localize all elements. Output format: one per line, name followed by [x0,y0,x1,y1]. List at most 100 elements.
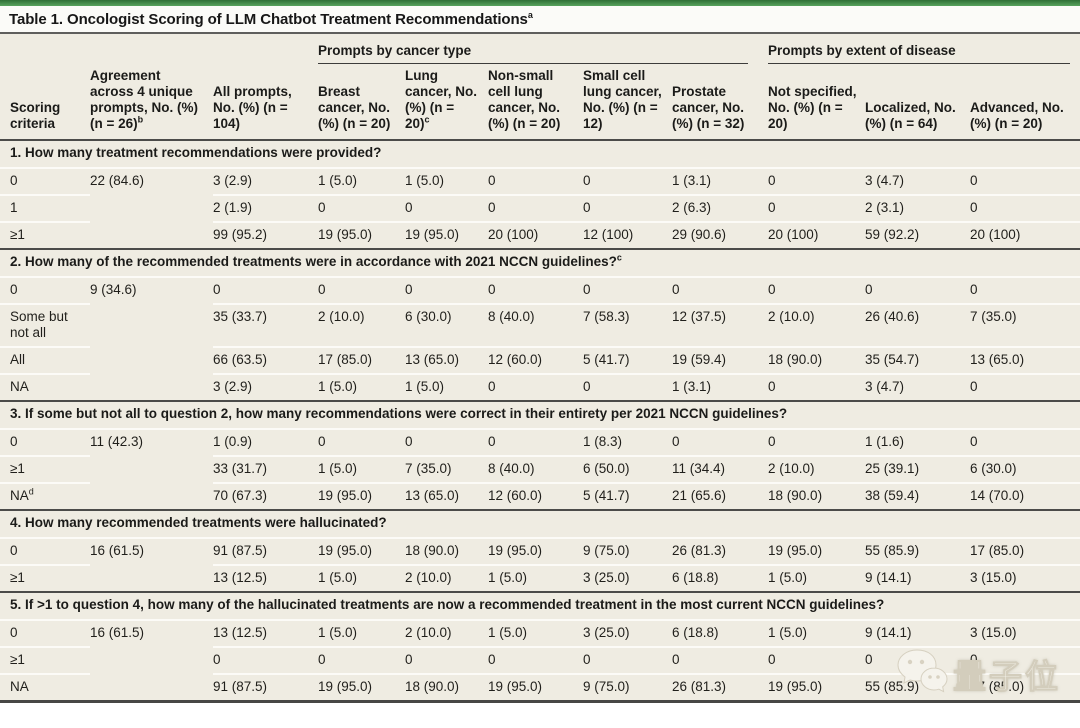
agreement-cell [90,346,213,373]
value-cell: 0 [768,194,866,221]
agreement-cell [90,673,213,700]
value-cell: 19 (95.0) [318,482,406,509]
value-cell: 0 [768,167,866,194]
row-label: All [0,346,90,373]
column-header-breast-cancer: Breast cancer, No. (%) (n = 20) [318,84,391,131]
value-cell: 3 (25.0) [583,564,673,591]
column-header-lung-cancer: Lung cancer, No. (%) (n = 20)c [405,68,478,131]
row-label: 0 [0,537,90,564]
row-label: NA [0,673,90,700]
value-cell: 20 (100) [970,221,1080,248]
value-cell: 6 (50.0) [583,455,673,482]
value-cell: 1 (5.0) [318,455,406,482]
value-cell: 0 [583,646,673,673]
value-cell: 0 [768,276,866,303]
value-cell: 0 [318,428,406,455]
value-cell: 0 [488,167,584,194]
value-cell: 17 (85.0) [970,673,1080,700]
value-cell: 7 (35.0) [970,303,1080,346]
value-cell: 9 (14.1) [865,564,971,591]
value-cell: 13 (65.0) [970,346,1080,373]
value-cell: 12 (100) [583,221,673,248]
value-cell: 0 [970,646,1080,673]
value-cell: 0 [768,428,866,455]
value-cell: 0 [672,646,769,673]
value-cell: 0 [405,276,489,303]
value-cell: 5 (41.7) [583,346,673,373]
value-cell: 20 (100) [768,221,866,248]
value-cell: 0 [318,646,406,673]
title-band: Table 1. Oncologist Scoring of LLM Chatb… [0,6,1080,34]
value-cell: 18 (90.0) [768,482,866,509]
agreement-cell: 9 (34.6) [90,276,213,303]
value-cell: 0 [865,646,971,673]
value-cell: 6 (30.0) [405,303,489,346]
value-cell: 0 [318,276,406,303]
value-cell: 1 (5.0) [318,167,406,194]
col-group-extent-of-disease: Prompts by extent of disease [768,34,1080,64]
agreement-cell [90,455,213,482]
value-cell: 26 (81.3) [672,537,769,564]
value-cell: 2 (3.1) [865,194,971,221]
table-header: Prompts by cancer type Prompts by extent… [0,34,1080,139]
table-row: All 66 (63.5) 17 (85.0) 13 (65.0) 12 (60.0) 5… [0,346,1080,373]
value-cell: 9 (75.0) [583,673,673,700]
footnote-marker-b: b [137,114,144,125]
table-row: 0 16 (61.5) 13 (12.5) 1 (5.0) 2 (10.0) 1 (5.0… [0,619,1080,646]
value-cell: 0 [488,276,584,303]
value-cell: 0 [405,428,489,455]
value-cell: 13 (65.0) [405,346,489,373]
value-cell: 1 (5.0) [405,167,489,194]
value-cell: 55 (85.9) [865,537,971,564]
table-row: NAd 70 (67.3) 19 (95.0) 13 (65.0) 12 (60.0) 5… [0,482,1080,509]
agreement-cell [90,373,213,400]
column-header-prostate-cancer: Prostate cancer, No. (%) (n = 32) [672,84,745,131]
section-question: 5. If >1 to question 4, how many of the … [0,591,1080,619]
agreement-cell [90,564,213,591]
value-cell: 9 (75.0) [583,537,673,564]
value-cell: 0 [488,428,584,455]
value-cell: 38 (59.4) [865,482,971,509]
section-question: 3. If some but not all to question 2, ho… [0,400,1080,428]
agreement-cell [90,646,213,673]
value-cell: 1 (5.0) [318,619,406,646]
value-cell: 12 (37.5) [672,303,769,346]
row-label: ≥1 [0,646,90,673]
agreement-cell: 11 (42.3) [90,428,213,455]
value-cell: 12 (60.0) [488,346,584,373]
value-cell: 13 (12.5) [213,619,319,646]
row-label: 1 [0,194,90,221]
agreement-cell: 16 (61.5) [90,537,213,564]
column-header-localized: Localized, No. (%) (n = 64) [865,100,956,131]
column-header-nsclc: Non-small cell lung cancer, No. (%) (n =… [488,68,561,131]
value-cell: 0 [583,373,673,400]
value-cell: 1 (0.9) [213,428,319,455]
value-cell: 13 (12.5) [213,564,319,591]
table-body: 1. How many treatment recommendations we… [0,139,1080,700]
value-cell: 12 (60.0) [488,482,584,509]
value-cell: 1 (5.0) [318,564,406,591]
section-question-row: 1. How many treatment recommendations we… [0,139,1080,167]
value-cell: 0 [405,646,489,673]
column-header-not-specified: Not specified, No. (%) (n = 20) [768,84,857,131]
column-header-sclc: Small cell lung cancer, No. (%) (n = 12) [583,68,662,131]
value-cell: 35 (54.7) [865,346,971,373]
footnote-marker: d [28,486,34,497]
section-question: 1. How many treatment recommendations we… [0,139,1080,167]
value-cell: 1 (8.3) [583,428,673,455]
value-cell: 3 (15.0) [970,564,1080,591]
value-cell: 91 (87.5) [213,537,319,564]
value-cell: 20 (100) [488,221,584,248]
value-cell: 3 (15.0) [970,619,1080,646]
value-cell: 6 (18.8) [672,564,769,591]
value-cell: 66 (63.5) [213,346,319,373]
value-cell: 25 (39.1) [865,455,971,482]
value-cell: 70 (67.3) [213,482,319,509]
agreement-cell [90,221,213,248]
value-cell: 9 (14.1) [865,619,971,646]
agreement-cell [90,303,213,346]
value-cell: 1 (3.1) [672,167,769,194]
value-cell: 0 [970,167,1080,194]
